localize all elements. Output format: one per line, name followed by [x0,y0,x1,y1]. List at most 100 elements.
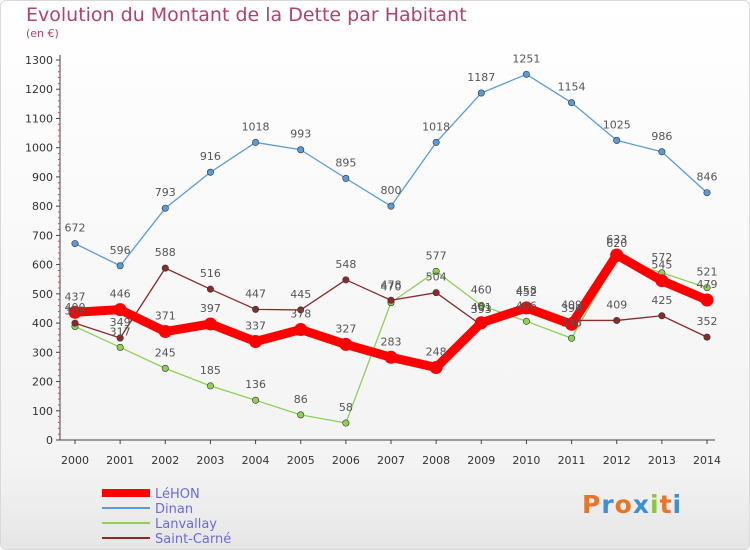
data-point [68,305,82,319]
y-tick-label: 300 [32,346,53,359]
data-label: 800 [381,184,402,197]
data-point [474,316,488,330]
logo-letter: P [582,490,602,519]
y-tick-label: 1200 [25,83,53,96]
data-label: 317 [110,325,131,338]
data-point [655,274,669,288]
data-label: 548 [335,258,356,271]
data-label: 406 [516,299,537,312]
data-point [206,285,214,293]
logo-letter: i [672,490,683,519]
legend-label: LéHON [155,487,200,502]
data-label: 425 [651,294,672,307]
data-label: 596 [110,244,131,257]
data-point [477,89,485,97]
data-label: 993 [290,128,311,141]
data-label: 409 [606,298,627,311]
data-label: 397 [200,302,221,315]
data-point [477,302,485,310]
data-point [252,305,260,313]
data-label: 185 [200,364,221,377]
data-point [432,289,440,297]
data-label: 349 [110,316,131,329]
data-label: 1154 [558,81,586,94]
data-label: 521 [697,266,718,279]
data-point [613,316,621,324]
data-point [116,343,124,351]
x-tick-label: 2012 [603,454,631,467]
x-tick-label: 2007 [377,454,405,467]
data-point [703,333,711,341]
data-label: 672 [65,222,86,235]
data-label: 136 [245,378,266,391]
data-point [161,264,169,272]
data-label: 378 [290,308,311,321]
data-label: 504 [426,271,447,284]
data-label: 846 [697,171,718,184]
data-label: 1018 [422,120,450,133]
y-tick-label: 200 [32,376,53,389]
data-point [342,276,350,284]
y-tick-label: 700 [32,229,53,242]
data-label: 352 [697,315,718,328]
data-label: 348 [561,316,582,329]
data-point [658,148,666,156]
logo-letter: o [614,490,633,519]
legend-label: Lanvallay [155,517,217,532]
logo-letter: i [650,490,660,519]
data-label: 1018 [242,120,270,133]
data-label: 478 [381,278,402,291]
data-point [432,138,440,146]
y-tick-label: 1300 [25,54,53,67]
x-tick-label: 2014 [693,454,721,467]
data-label: 458 [516,284,537,297]
y-tick-label: 0 [46,434,53,447]
data-point [161,204,169,212]
data-label: 283 [381,335,402,348]
data-point [252,396,260,404]
data-label: 245 [155,346,176,359]
data-label: 588 [155,246,176,259]
data-point [522,317,530,325]
data-point [519,301,533,315]
data-point [703,189,711,197]
data-label: 916 [200,150,221,163]
data-point [384,350,398,364]
data-point [703,284,711,292]
x-tick-label: 2010 [512,454,540,467]
logo-letter: t [659,490,673,519]
data-label: 620 [606,237,627,250]
data-label: 633 [606,233,627,246]
data-label: 248 [426,346,447,359]
data-point [206,168,214,176]
data-label: 895 [335,156,356,169]
data-point [297,411,305,419]
data-point [252,138,260,146]
data-label: 1251 [512,52,540,65]
x-tick-label: 2000 [61,454,89,467]
data-point [116,334,124,342]
data-label: 409 [561,298,582,311]
data-label: 447 [245,287,266,300]
data-label: 460 [471,284,492,297]
data-label: 437 [65,290,86,303]
data-point [297,146,305,154]
chart-title: Evolution du Montant de la Dette par Hab… [26,4,467,26]
y-tick-label: 600 [32,259,53,272]
data-label: 1187 [467,71,495,84]
data-point [342,419,350,427]
data-label: 445 [290,288,311,301]
data-label: 572 [651,251,672,264]
x-tick-label: 2003 [196,454,224,467]
legend-label: Dinan [155,502,193,517]
data-point [658,312,666,320]
y-tick-label: 1100 [25,112,53,125]
y-tick-label: 1000 [25,142,53,155]
data-point [339,337,353,351]
data-label: 396 [561,302,582,315]
logo-letter: r [601,490,615,519]
data-point [429,361,443,375]
x-tick-label: 2004 [242,454,270,467]
